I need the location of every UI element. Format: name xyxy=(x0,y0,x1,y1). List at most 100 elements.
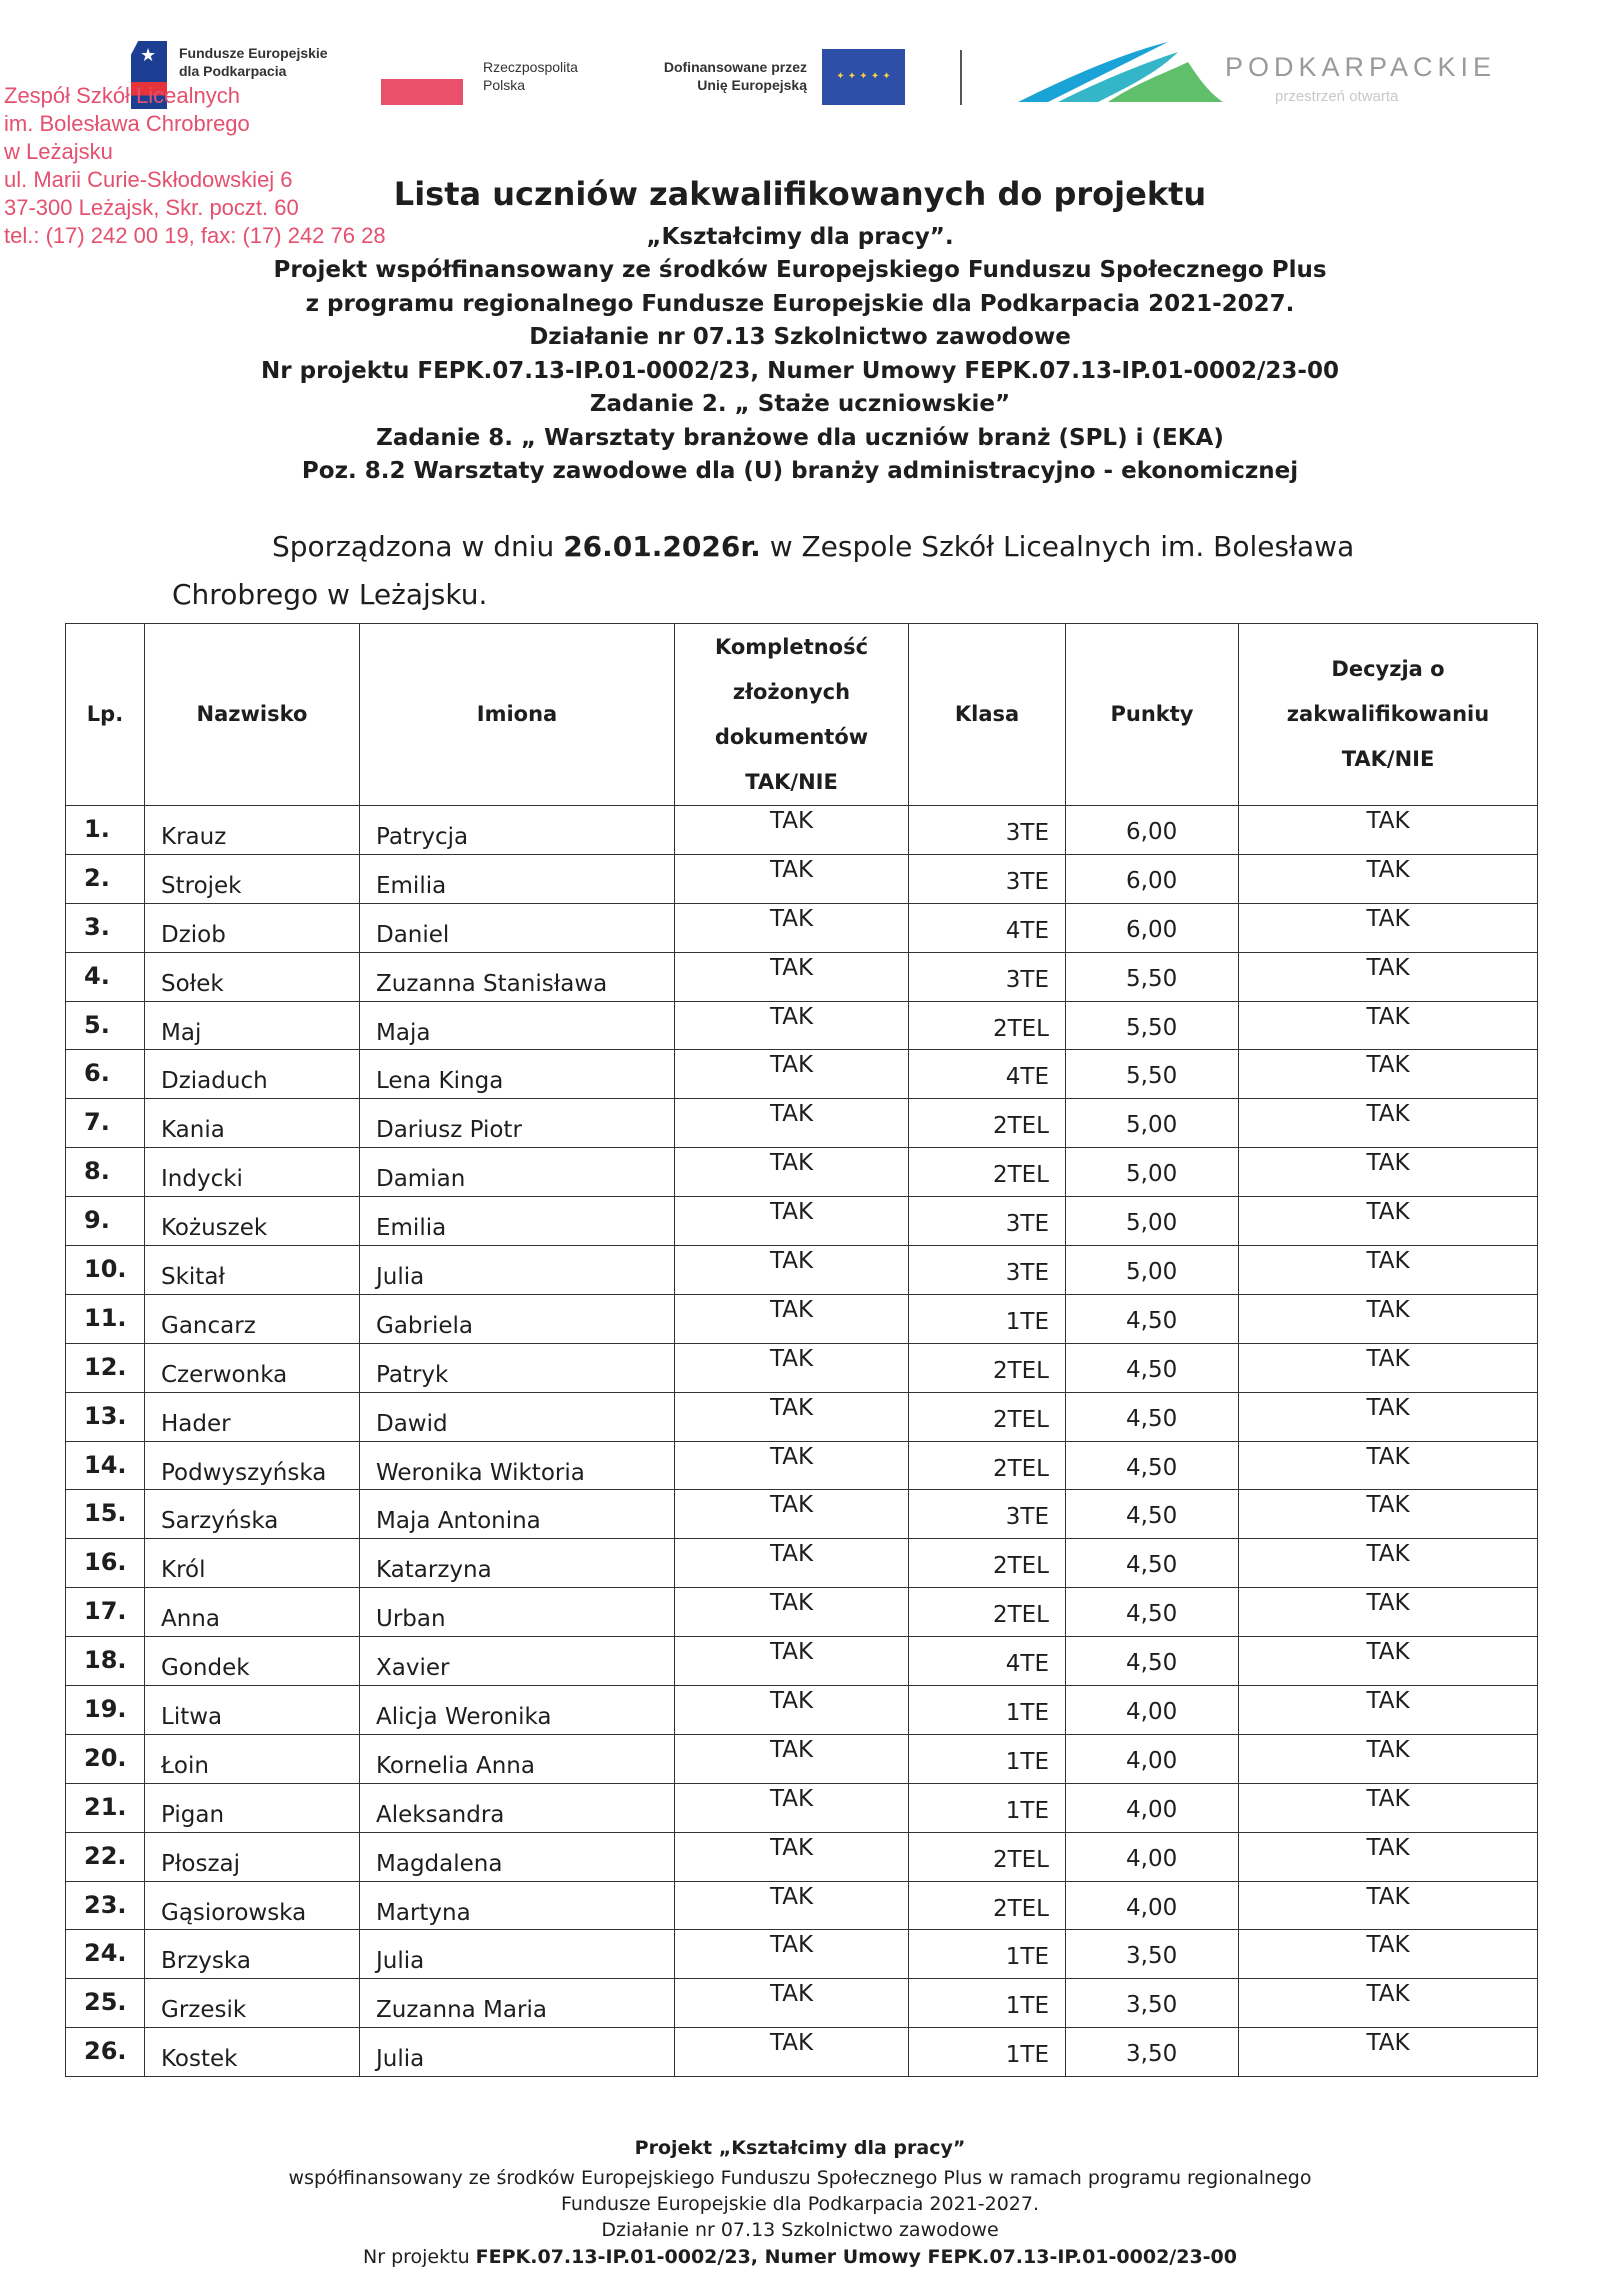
decision-value: TAK xyxy=(1366,1492,1410,1519)
cell-decision: TAK xyxy=(1238,1489,1538,1540)
lp-value: 8. xyxy=(84,1157,110,1186)
decision-value: TAK xyxy=(1366,2030,1410,2057)
decision-value: TAK xyxy=(1366,1590,1410,1617)
class-value: 2TEL xyxy=(992,1162,1049,1189)
header-line: „Kształcimy dla pracy”. xyxy=(646,224,954,250)
stamp-line: w Leżajsku xyxy=(4,139,113,164)
points-value: 4,50 xyxy=(1126,1356,1178,1383)
cell-lp: 4. xyxy=(65,951,145,1002)
table-row: 17. Anna Urban TAK 2TEL 4,50 TAK xyxy=(65,1587,1538,1638)
class-value: 4TE xyxy=(1005,1651,1049,1678)
lp-value: 1. xyxy=(84,815,110,843)
stamp-line: 37-300 Leżajsk, Skr. poczt. 60 xyxy=(4,195,299,220)
cell-decision: TAK xyxy=(1238,1049,1538,1100)
cell-points: 4,00 xyxy=(1065,1880,1239,1931)
cell-class: 2TEL xyxy=(908,1880,1066,1931)
cell-class: 2TEL xyxy=(908,1391,1066,1442)
cell-first-names: Kornelia Anna xyxy=(359,1733,675,1784)
first-names-value: Urban xyxy=(376,1606,446,1633)
col-decision: Decyzja o zakwalifikowaniu TAK/NIE xyxy=(1238,623,1538,806)
cell-class: 3TE xyxy=(908,805,1066,855)
lp-value: 7. xyxy=(84,1108,110,1137)
cell-surname: Kania xyxy=(144,1098,360,1149)
divider xyxy=(960,50,962,105)
cell-documents: TAK xyxy=(674,1000,909,1051)
cell-surname: Hader xyxy=(144,1391,360,1442)
fe-line2: dla Podkarpacia xyxy=(179,63,287,79)
cell-documents: TAK xyxy=(674,1245,909,1295)
cell-points: 6,00 xyxy=(1065,902,1239,953)
cell-decision: TAK xyxy=(1238,1636,1538,1687)
cell-class: 2TEL xyxy=(908,1587,1066,1638)
cell-lp: 1. xyxy=(65,805,145,855)
header-line: z programu regionalnego Fundusze Europej… xyxy=(305,291,1295,317)
documents-value: TAK xyxy=(769,905,814,932)
table-row: 11. Gancarz Gabriela TAK 1TE 4,50 TAK xyxy=(65,1293,1538,1344)
class-value: 3TE xyxy=(1005,868,1049,895)
prepared-suffix: w Zespole Szkół Licealnych im. Bolesława xyxy=(760,530,1355,563)
surname-value: Hader xyxy=(161,1410,231,1437)
first-names-value: Dawid xyxy=(376,1410,448,1437)
star-icon: ★ xyxy=(140,45,157,66)
cell-points: 5,50 xyxy=(1065,951,1239,1002)
cell-lp: 7. xyxy=(65,1098,145,1149)
class-value: 4TE xyxy=(1005,917,1049,944)
surname-value: Grzesik xyxy=(161,1997,247,2024)
surname-value: Kostek xyxy=(161,2046,238,2073)
first-names-value: Zuzanna Stanisława xyxy=(376,970,608,997)
surname-value: Dziaduch xyxy=(161,1068,268,1095)
surname-value: Czerwonka xyxy=(161,1361,288,1388)
class-value: 1TE xyxy=(1005,2042,1049,2069)
lp-value: 5. xyxy=(84,1010,110,1039)
points-value: 6,00 xyxy=(1126,867,1178,894)
cell-documents: TAK xyxy=(674,1196,909,1247)
cell-first-names: Dawid xyxy=(359,1391,675,1442)
rp-logo-text: Rzeczpospolita Polska xyxy=(483,58,578,94)
cell-class: 4TE xyxy=(908,1636,1066,1687)
surname-value: Sarzyńska xyxy=(161,1508,279,1535)
cell-points: 6,00 xyxy=(1065,853,1239,904)
cell-class: 2TEL xyxy=(908,1440,1066,1491)
cell-documents: TAK xyxy=(674,1147,909,1198)
cell-points: 6,00 xyxy=(1065,805,1239,855)
documents-value: TAK xyxy=(769,1883,814,1910)
lp-value: 2. xyxy=(84,863,110,892)
cell-documents: TAK xyxy=(674,805,909,855)
documents-value: TAK xyxy=(769,1443,814,1470)
table-row: 14. Podwyszyńska Weronika Wiktoria TAK 2TEL 4… xyxy=(65,1440,1538,1491)
cell-lp: 5. xyxy=(65,1000,145,1051)
first-names-value: Julia xyxy=(376,2046,425,2073)
cell-class: 1TE xyxy=(908,1929,1066,1980)
cell-decision: TAK xyxy=(1238,1098,1538,1149)
fe-logo: ★ xyxy=(131,41,167,109)
cell-documents: TAK xyxy=(674,902,909,953)
documents-value: TAK xyxy=(769,1199,814,1226)
cell-surname: Gąsiorowska xyxy=(144,1880,360,1931)
cell-surname: Pigan xyxy=(144,1782,360,1833)
class-value: 1TE xyxy=(1005,1797,1049,1824)
surname-value: Podwyszyńska xyxy=(161,1459,327,1486)
lp-value: 22. xyxy=(84,1841,127,1870)
first-names-value: Lena Kinga xyxy=(376,1068,504,1095)
cell-first-names: Damian xyxy=(359,1147,675,1198)
cell-decision: TAK xyxy=(1238,1929,1538,1980)
lp-value: 26. xyxy=(84,2037,127,2066)
cell-class: 2TEL xyxy=(908,1538,1066,1589)
first-names-value: Maja xyxy=(376,1019,431,1046)
cell-decision: TAK xyxy=(1238,2027,1538,2078)
points-value: 3,50 xyxy=(1126,1943,1178,1970)
decision-value: TAK xyxy=(1366,1736,1410,1763)
cell-class: 2TEL xyxy=(908,1831,1066,1882)
table-row: 20. Łoin Kornelia Anna TAK 1TE 4,00 TAK xyxy=(65,1733,1538,1784)
cell-documents: TAK xyxy=(674,1391,909,1442)
first-names-value: Weronika Wiktoria xyxy=(376,1459,585,1486)
class-value: 3TE xyxy=(1005,1260,1049,1287)
cell-surname: Maj xyxy=(144,1000,360,1051)
class-value: 2TEL xyxy=(992,1553,1049,1580)
cell-first-names: Zuzanna Maria xyxy=(359,1978,675,2029)
cell-surname: Sarzyńska xyxy=(144,1489,360,1540)
cell-lp: 14. xyxy=(65,1440,145,1491)
cell-lp: 2. xyxy=(65,853,145,904)
table-row: 24. Brzyska Julia TAK 1TE 3,50 TAK xyxy=(65,1929,1538,1980)
documents-value: TAK xyxy=(769,1101,814,1128)
